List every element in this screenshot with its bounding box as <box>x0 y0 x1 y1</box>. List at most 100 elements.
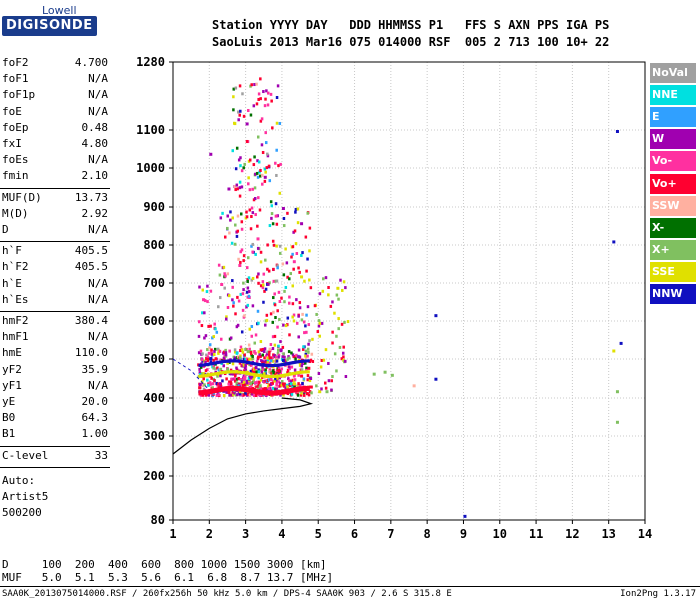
echo-dot <box>278 121 282 125</box>
echo-dot <box>210 376 213 380</box>
trace-point <box>383 370 387 374</box>
echo-dot <box>223 354 226 358</box>
echo-dot <box>205 290 209 294</box>
echo-dot <box>197 334 201 338</box>
legend-entry: NNW <box>650 284 696 304</box>
echo-dot <box>236 229 240 233</box>
trace-point <box>209 390 213 394</box>
echo-dot <box>244 391 247 395</box>
echo-dot <box>271 347 275 351</box>
echo-dot <box>254 172 257 176</box>
echo-dot <box>301 251 304 255</box>
param-name: yF1 <box>2 378 22 392</box>
echo-dot <box>288 367 291 371</box>
echo-dot <box>206 355 210 359</box>
echo-dot <box>303 331 306 335</box>
echo-dot <box>256 309 260 313</box>
echo-dot <box>232 372 235 376</box>
autoscaling-text: Auto: <box>2 473 36 487</box>
echo-dot <box>235 146 239 150</box>
param-row: fxI 4.80 <box>2 137 108 153</box>
echo-dot <box>298 363 302 367</box>
param-name: foE <box>2 104 22 118</box>
trace-point <box>263 387 267 391</box>
echo-dot <box>251 276 255 280</box>
echo-dot <box>273 292 276 296</box>
echo-dot <box>259 284 263 288</box>
echo-dot <box>244 357 247 361</box>
echo-dot <box>206 368 209 372</box>
echo-dot <box>302 320 306 324</box>
echo-dot <box>238 392 242 396</box>
echo-dot <box>263 104 267 108</box>
echo-dot <box>271 381 274 385</box>
param-row: foEs N/A <box>2 153 108 169</box>
echo-dot <box>300 368 304 372</box>
echo-dot <box>265 313 269 317</box>
echo-dot <box>245 215 249 219</box>
echo-dot <box>232 95 235 99</box>
echo-dot <box>286 316 290 320</box>
echo-dot <box>272 243 276 247</box>
echo-dot <box>268 350 271 354</box>
echo-dot <box>297 373 300 377</box>
echo-dot <box>252 367 256 371</box>
echo-dot <box>255 171 259 175</box>
echo-dot <box>304 389 307 393</box>
param-row: h`F2 405.5 <box>2 260 108 276</box>
echo-dot <box>213 322 216 326</box>
x-tick-label: 10 <box>493 527 507 541</box>
echo-dot <box>288 384 292 388</box>
echo-dot <box>216 366 219 370</box>
echo-dot <box>306 211 309 215</box>
echo-dot <box>245 381 249 385</box>
echo-dot <box>275 359 279 363</box>
echo-dot <box>272 296 275 300</box>
param-value: N/A <box>88 330 108 344</box>
echo-dot <box>277 384 281 388</box>
echo-dot <box>338 345 342 349</box>
echo-dot <box>249 113 253 117</box>
echo-dot <box>243 162 246 166</box>
echo-dot <box>216 347 220 351</box>
echo-dot <box>202 372 206 376</box>
echo-dot <box>226 214 229 218</box>
echo-dot <box>264 131 267 135</box>
echo-dot <box>243 369 246 373</box>
echo-dot <box>206 348 209 352</box>
echo-dot <box>268 281 271 285</box>
echo-dot <box>257 272 260 276</box>
echo-dot <box>307 370 310 374</box>
echo-dot <box>295 252 299 256</box>
echo-dot <box>292 267 295 271</box>
echo-dot <box>250 363 253 367</box>
echo-dot <box>245 290 249 294</box>
echo-dot <box>257 368 260 372</box>
echo-dot <box>240 348 244 352</box>
echo-dot <box>203 311 206 315</box>
echo-dot <box>217 382 220 386</box>
echo-dot <box>204 334 208 338</box>
echo-dot <box>236 323 240 327</box>
echo-dot <box>210 350 213 354</box>
echo-dot <box>245 379 249 383</box>
echo-dot <box>306 257 309 261</box>
echo-dot <box>203 299 207 303</box>
echo-dot <box>206 300 209 304</box>
legend-entry: NoVal <box>650 63 696 83</box>
echo-dot <box>333 311 336 315</box>
echo-dot <box>298 301 302 305</box>
echo-dot <box>208 381 212 385</box>
echo-dot <box>246 383 249 387</box>
echo-dot <box>256 380 259 384</box>
echo-dot <box>287 350 291 354</box>
echo-dot <box>247 392 250 396</box>
echo-dot <box>263 356 266 360</box>
echo-dot <box>256 386 260 390</box>
echo-dot <box>255 82 258 86</box>
trace-point <box>434 314 438 318</box>
param-row: h`Es N/A <box>2 293 108 309</box>
param-row: yF1 N/A <box>2 379 108 395</box>
param-name: h`E <box>2 276 22 290</box>
echo-dot <box>248 381 251 385</box>
